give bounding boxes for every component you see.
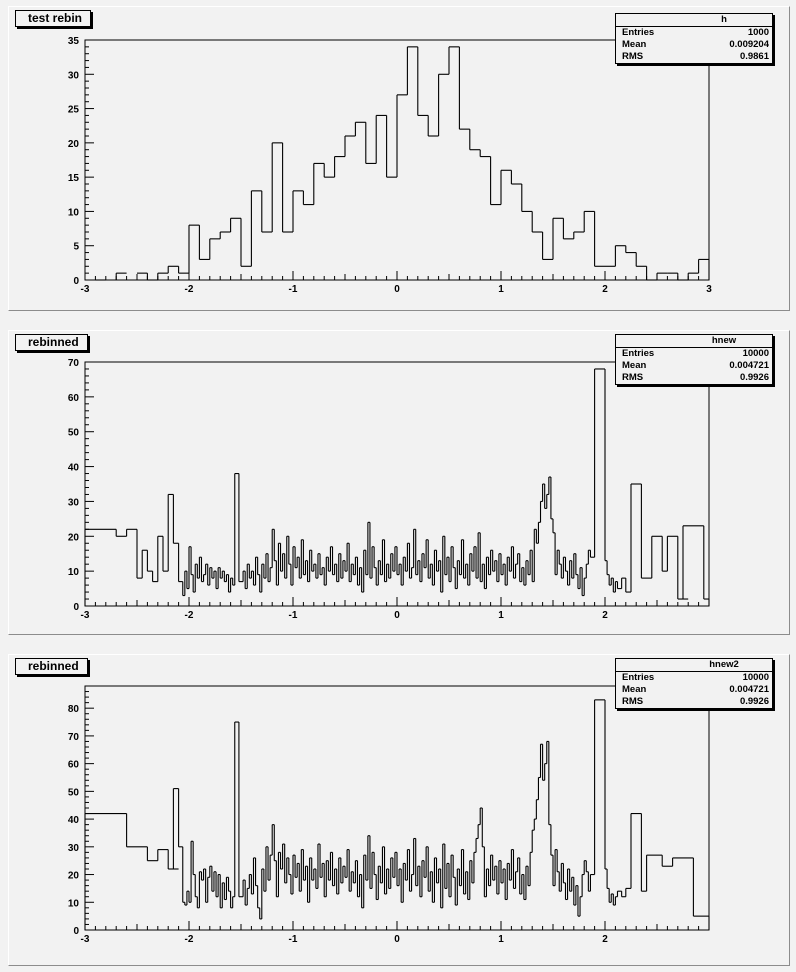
stats-hist-name: h <box>616 14 772 27</box>
stats-value: 0.004721 <box>729 360 769 371</box>
stats-box-3: hnew2 Entries 10000 Mean 0.004721 RMS 0.992… <box>615 658 773 709</box>
stats-row-mean: Mean 0.004721 <box>616 684 772 696</box>
stats-hist-name: hnew2 <box>616 659 772 672</box>
stats-row-entries: Entries 10000 <box>616 348 772 360</box>
stats-value: 0.9926 <box>739 696 769 707</box>
y-tick-label: 25 <box>68 105 80 116</box>
y-tick-label: 30 <box>68 497 80 508</box>
x-tick-label: 2 <box>602 284 608 295</box>
histogram-series <box>95 46 710 281</box>
stats-hist-name: hnew <box>616 335 772 348</box>
pad-2: -3 -2 -1 0 1 2 0 10 20 30 40 50 60 70 rebinned hnew E… <box>8 330 790 635</box>
y-tick-label: 0 <box>73 276 79 287</box>
x-tick-label: -3 <box>81 284 90 295</box>
x-tick-label: 2 <box>602 610 608 621</box>
y-tick-label: 10 <box>68 207 80 218</box>
y-tick-label: 0 <box>73 602 79 613</box>
y-tick-label: 20 <box>68 532 80 543</box>
stats-box-2: hnew Entries 10000 Mean 0.004721 RMS 0.9926 <box>615 334 773 385</box>
y-tick-label: 30 <box>68 70 80 81</box>
x-tick-label: 1 <box>498 610 504 621</box>
stats-row-entries: Entries 1000 <box>616 27 772 39</box>
stats-row-mean: Mean 0.004721 <box>616 360 772 372</box>
x-tick-label: 2 <box>602 934 608 945</box>
y-tick-label: 70 <box>68 732 80 743</box>
stats-value: 0.004721 <box>729 684 769 695</box>
y-tick-label: 70 <box>68 358 80 369</box>
y-tick-label: 40 <box>68 815 80 826</box>
y-tick-label: 10 <box>68 567 80 578</box>
y-tick-label: 20 <box>68 871 80 882</box>
stats-row-mean: Mean 0.009204 <box>616 39 772 51</box>
y-tick-label: 40 <box>68 463 80 474</box>
stats-label: RMS <box>622 696 644 707</box>
title-box-1: test rebin <box>15 10 92 27</box>
y-tick-label: 50 <box>68 428 80 439</box>
y-tick-label: 5 <box>73 242 79 253</box>
stats-row-rms: RMS 0.9926 <box>616 372 772 384</box>
x-tick-label: 1 <box>498 284 504 295</box>
x-tick-label: -1 <box>289 284 298 295</box>
stats-label: Entries <box>622 672 655 683</box>
x-tick-label: -2 <box>185 284 194 295</box>
x-tick-label: 1 <box>498 934 504 945</box>
stats-label: Entries <box>622 348 655 359</box>
y-tick-label: 15 <box>68 173 80 184</box>
histogram-series <box>84 699 710 930</box>
stats-value: 0.009204 <box>729 39 769 50</box>
x-tick-label: 3 <box>706 284 712 295</box>
stats-box-1: h Entries 1000 Mean 0.009204 RMS 0.9861 <box>615 13 773 64</box>
y-tick-label: 50 <box>68 787 80 798</box>
y-tick-label: 30 <box>68 843 80 854</box>
stats-label: Entries <box>622 27 655 38</box>
y-tick-label: 60 <box>68 760 80 771</box>
title-box-2: rebinned <box>15 334 88 351</box>
x-tick-label: -3 <box>81 610 90 621</box>
x-tick-label: -2 <box>185 610 194 621</box>
y-tick-label: 80 <box>68 704 80 715</box>
stats-row-entries: Entries 10000 <box>616 672 772 684</box>
stats-value: 0.9926 <box>739 372 769 383</box>
stats-value: 0.9861 <box>739 51 769 62</box>
y-tick-label: 10 <box>68 898 80 909</box>
pad-3: -3 -2 -1 0 1 2 0 10 20 30 40 50 60 70 80 rebinned hnew… <box>8 654 790 966</box>
pad-1: -3 -2 -1 0 1 2 3 0 5 10 15 20 25 30 35 test rebin h En… <box>8 6 790 311</box>
stats-label: RMS <box>622 51 644 62</box>
x-tick-label: -1 <box>289 934 298 945</box>
histogram-series <box>84 368 710 606</box>
y-tick-label: 60 <box>68 393 80 404</box>
x-tick-label: -2 <box>185 934 194 945</box>
stats-value: 10000 <box>742 672 769 683</box>
stats-label: Mean <box>622 39 647 50</box>
stats-label: Mean <box>622 360 647 371</box>
stats-value: 1000 <box>747 27 769 38</box>
y-tick-label: 35 <box>68 36 80 47</box>
stats-label: Mean <box>622 684 647 695</box>
x-tick-label: 0 <box>394 610 400 621</box>
y-tick-label: 20 <box>68 139 80 150</box>
y-tick-label: 0 <box>73 926 79 937</box>
x-tick-label: -1 <box>289 610 298 621</box>
stats-row-rms: RMS 0.9926 <box>616 696 772 708</box>
x-tick-label: 0 <box>394 934 400 945</box>
stats-label: RMS <box>622 372 644 383</box>
x-tick-label: 0 <box>394 284 400 295</box>
x-tick-label: -3 <box>81 934 90 945</box>
title-box-3: rebinned <box>15 658 88 675</box>
stats-value: 10000 <box>742 348 769 359</box>
stats-row-rms: RMS 0.9861 <box>616 51 772 63</box>
